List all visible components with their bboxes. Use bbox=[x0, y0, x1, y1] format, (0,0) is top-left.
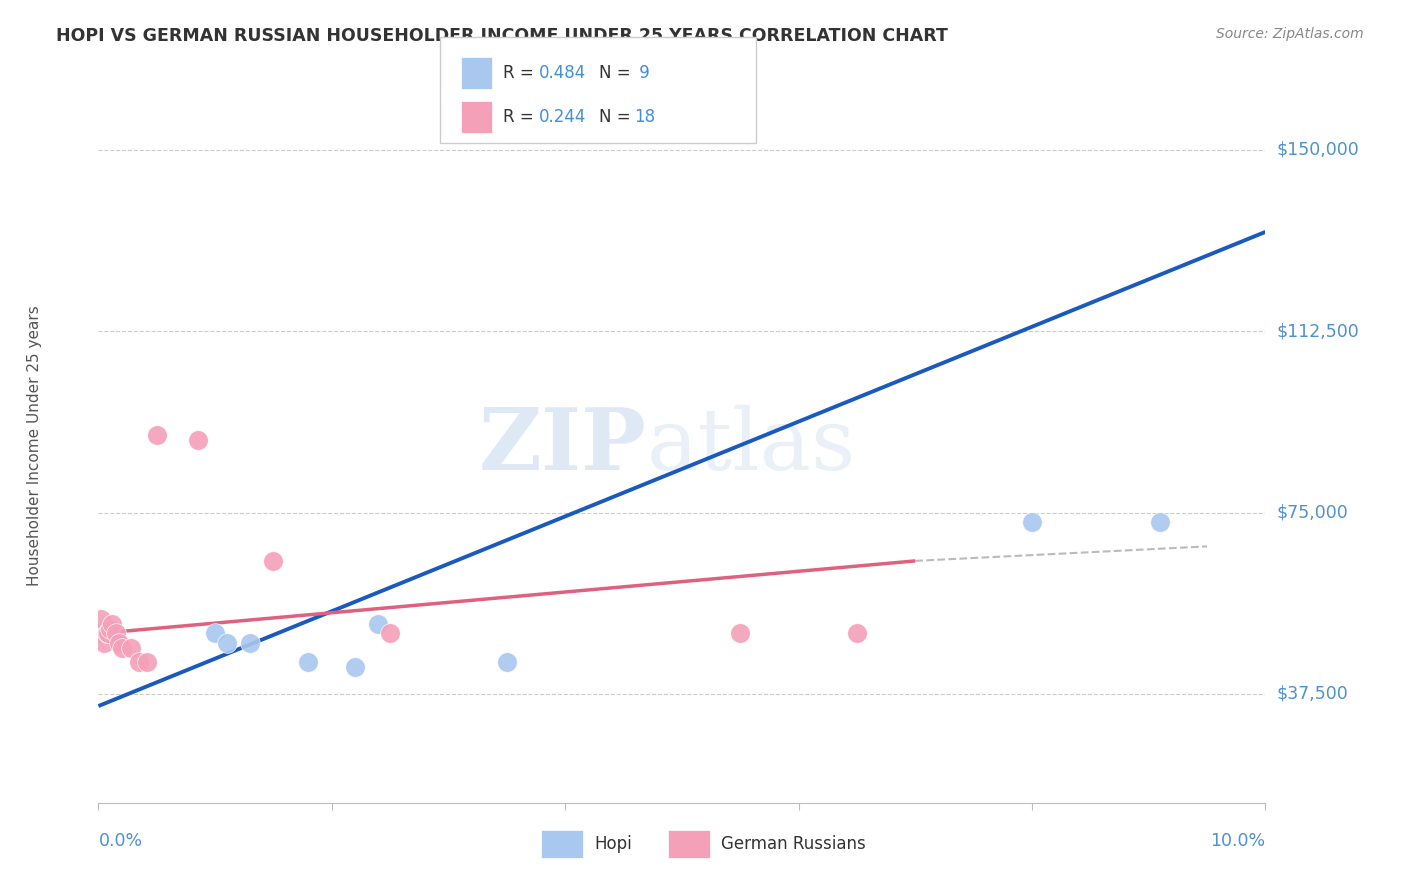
Text: $150,000: $150,000 bbox=[1277, 141, 1360, 159]
Point bbox=[101, 616, 124, 631]
Text: 9: 9 bbox=[634, 63, 650, 82]
Point bbox=[136, 656, 159, 670]
Point bbox=[378, 626, 402, 640]
Point bbox=[1021, 515, 1043, 529]
Text: N =: N = bbox=[599, 63, 636, 82]
Point bbox=[187, 433, 209, 447]
Point bbox=[495, 656, 517, 670]
Point bbox=[215, 636, 238, 650]
Point bbox=[367, 616, 389, 631]
Text: 0.484: 0.484 bbox=[538, 63, 586, 82]
Text: 0.0%: 0.0% bbox=[98, 832, 142, 850]
Point bbox=[120, 640, 142, 655]
Text: Householder Income Under 25 years: Householder Income Under 25 years bbox=[27, 306, 42, 586]
Text: HOPI VS GERMAN RUSSIAN HOUSEHOLDER INCOME UNDER 25 YEARS CORRELATION CHART: HOPI VS GERMAN RUSSIAN HOUSEHOLDER INCOM… bbox=[56, 27, 948, 45]
Text: Hopi: Hopi bbox=[595, 835, 633, 853]
Text: $37,500: $37,500 bbox=[1277, 685, 1348, 703]
Text: R =: R = bbox=[503, 63, 540, 82]
Text: 10.0%: 10.0% bbox=[1211, 832, 1265, 850]
Text: Source: ZipAtlas.com: Source: ZipAtlas.com bbox=[1216, 27, 1364, 41]
Point bbox=[239, 636, 262, 650]
Text: $112,500: $112,500 bbox=[1277, 322, 1360, 340]
Point bbox=[344, 660, 367, 674]
Point bbox=[90, 612, 112, 626]
Point bbox=[108, 636, 131, 650]
Point bbox=[845, 626, 868, 640]
Point bbox=[1149, 515, 1171, 529]
Text: N =: N = bbox=[599, 108, 636, 126]
Point bbox=[104, 626, 127, 640]
Text: atlas: atlas bbox=[647, 404, 856, 488]
Text: ZIP: ZIP bbox=[479, 404, 647, 488]
Point bbox=[262, 554, 284, 568]
Point bbox=[96, 626, 118, 640]
Text: R =: R = bbox=[503, 108, 540, 126]
Text: 18: 18 bbox=[634, 108, 655, 126]
Point bbox=[97, 626, 120, 640]
Point bbox=[90, 626, 112, 640]
Point bbox=[204, 626, 226, 640]
Text: German Russians: German Russians bbox=[721, 835, 866, 853]
Point bbox=[146, 428, 169, 442]
Point bbox=[146, 70, 169, 84]
Point bbox=[128, 656, 150, 670]
Point bbox=[93, 636, 115, 650]
Point bbox=[111, 640, 134, 655]
Point bbox=[730, 626, 752, 640]
Text: $75,000: $75,000 bbox=[1277, 503, 1348, 522]
Point bbox=[297, 656, 319, 670]
Point bbox=[98, 622, 121, 636]
Text: 0.244: 0.244 bbox=[538, 108, 586, 126]
